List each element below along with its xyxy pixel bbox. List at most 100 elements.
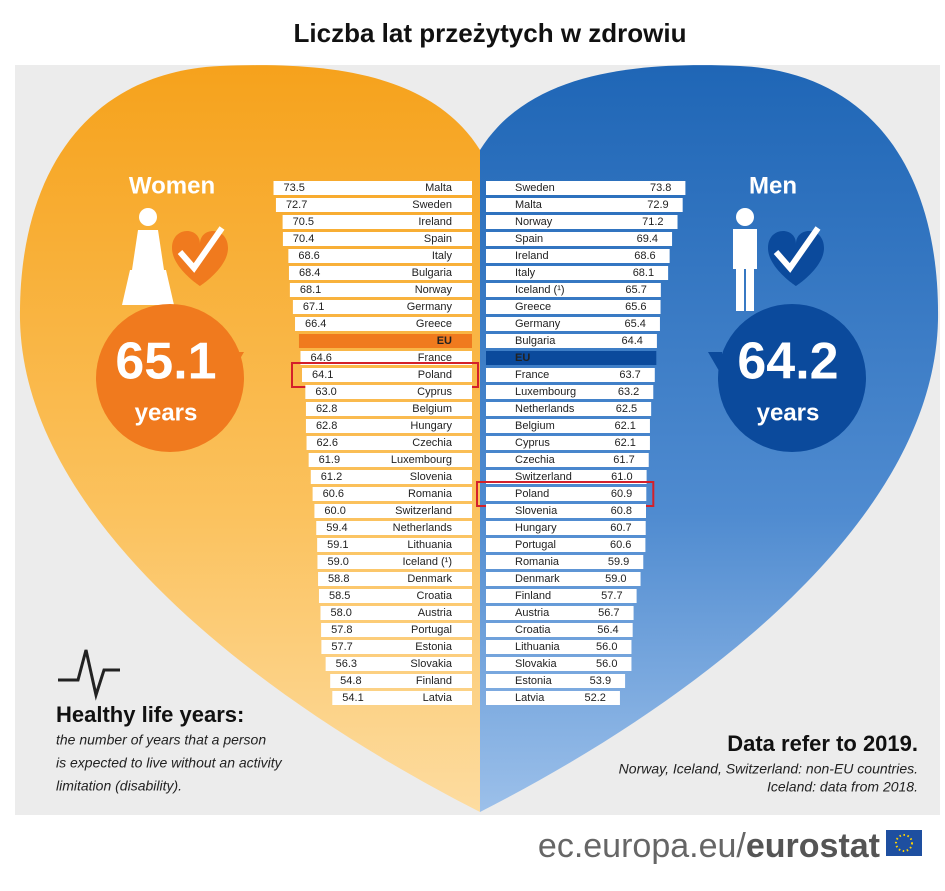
category-label: Hungary	[515, 522, 557, 534]
value-label: 68.1	[300, 284, 321, 296]
value-label: 65.6	[625, 301, 646, 313]
definition-title: Healthy life years:	[56, 702, 244, 727]
bar	[486, 300, 661, 314]
value-label: 61.0	[611, 471, 632, 483]
value-label: 59.1	[327, 539, 348, 551]
bar	[289, 283, 472, 297]
category-label: Denmark	[407, 573, 452, 585]
men-circle	[718, 304, 866, 452]
bubble-tail	[708, 352, 722, 376]
value-label: 69.4	[637, 233, 658, 245]
bar	[317, 555, 472, 569]
bar	[332, 691, 472, 705]
bar	[486, 419, 650, 433]
bar	[314, 504, 472, 518]
category-label: Spain	[515, 233, 543, 245]
bar	[282, 232, 472, 246]
definition-line: is expected to live without an activity	[56, 755, 283, 771]
bar	[486, 589, 637, 603]
category-label: Norway	[515, 216, 553, 228]
bar	[486, 215, 678, 229]
bar	[275, 198, 472, 212]
bar	[486, 555, 644, 569]
bar	[305, 402, 472, 416]
value-label: 54.8	[340, 675, 361, 687]
category-label: Romania	[408, 488, 453, 500]
category-label: Switzerland	[395, 505, 452, 517]
category-label: Czechia	[515, 454, 556, 466]
panel-title: Men	[749, 172, 797, 199]
value-label: 56.4	[597, 624, 618, 636]
category-label: Ireland	[418, 216, 452, 228]
bar	[305, 385, 472, 399]
category-label: Spain	[424, 233, 452, 245]
aggregate-value: 64.2	[737, 333, 838, 391]
value-label: 60.0	[324, 505, 345, 517]
woman-icon	[122, 208, 228, 305]
category-label: Hungary	[410, 420, 452, 432]
value-label: 65.4	[625, 318, 646, 330]
category-label: Lithuania	[407, 539, 453, 551]
value-label: 62.1	[615, 420, 636, 432]
bar	[318, 589, 472, 603]
bar	[273, 181, 472, 195]
unit-label: years	[757, 399, 820, 426]
category-label: Sweden	[515, 182, 555, 194]
bar	[317, 538, 472, 552]
bar	[486, 487, 647, 501]
category-label: Austria	[515, 607, 550, 619]
bar	[486, 691, 620, 705]
value-label: 63.0	[315, 386, 336, 398]
value-label: 58.5	[329, 590, 350, 602]
bar	[486, 606, 634, 620]
value-label: 60.7	[610, 522, 631, 534]
bar	[486, 623, 633, 637]
bar	[325, 657, 472, 671]
value-label: 63.7	[619, 369, 640, 381]
category-label: Ireland	[515, 250, 549, 262]
value-label: 60.6	[610, 539, 631, 551]
category-label: Greece	[416, 318, 452, 330]
bar	[486, 521, 646, 535]
category-label: Portugal	[411, 624, 452, 636]
page-title: Liczba lat przeżytych w zdrowiu	[294, 18, 687, 48]
source: ec.europa.eu/eurostat	[538, 827, 880, 865]
bar	[486, 317, 660, 331]
value-label: 57.8	[331, 624, 352, 636]
definition-line: the number of years that a person	[56, 732, 266, 748]
value-label: 59.9	[608, 556, 629, 568]
bar	[486, 402, 652, 416]
category-label: Italy	[515, 267, 536, 279]
value-label: 73.8	[650, 182, 671, 194]
category-label: France	[515, 369, 549, 381]
value-label: 62.8	[316, 420, 337, 432]
eu-flag	[886, 830, 922, 856]
value-label: 68.4	[299, 267, 320, 279]
value-label: 59.0	[605, 573, 626, 585]
value-label: 71.2	[642, 216, 663, 228]
value-label: 63.2	[618, 386, 639, 398]
category-label: Poland	[515, 488, 549, 500]
bar	[486, 674, 626, 688]
value-label: 60.8	[611, 505, 632, 517]
value-label: 56.0	[596, 641, 617, 653]
category-label: Malta	[515, 199, 543, 211]
bar	[486, 181, 686, 195]
bar	[486, 351, 657, 365]
bar	[321, 640, 472, 654]
value-label: 64.1	[312, 369, 333, 381]
value-label: 59.0	[327, 556, 348, 568]
value-label: 58.0	[330, 607, 351, 619]
value-label: 62.1	[615, 437, 636, 449]
category-label: Cyprus	[417, 386, 452, 398]
value-label: 61.2	[321, 471, 342, 483]
bar	[312, 487, 472, 501]
bubble-tail	[230, 352, 244, 376]
bar	[486, 470, 647, 484]
category-label: Bulgaria	[515, 335, 556, 347]
category-label: France	[418, 352, 452, 364]
bar	[330, 674, 472, 688]
value-label: 61.9	[319, 454, 340, 466]
bar	[486, 453, 649, 467]
bar	[486, 266, 669, 280]
